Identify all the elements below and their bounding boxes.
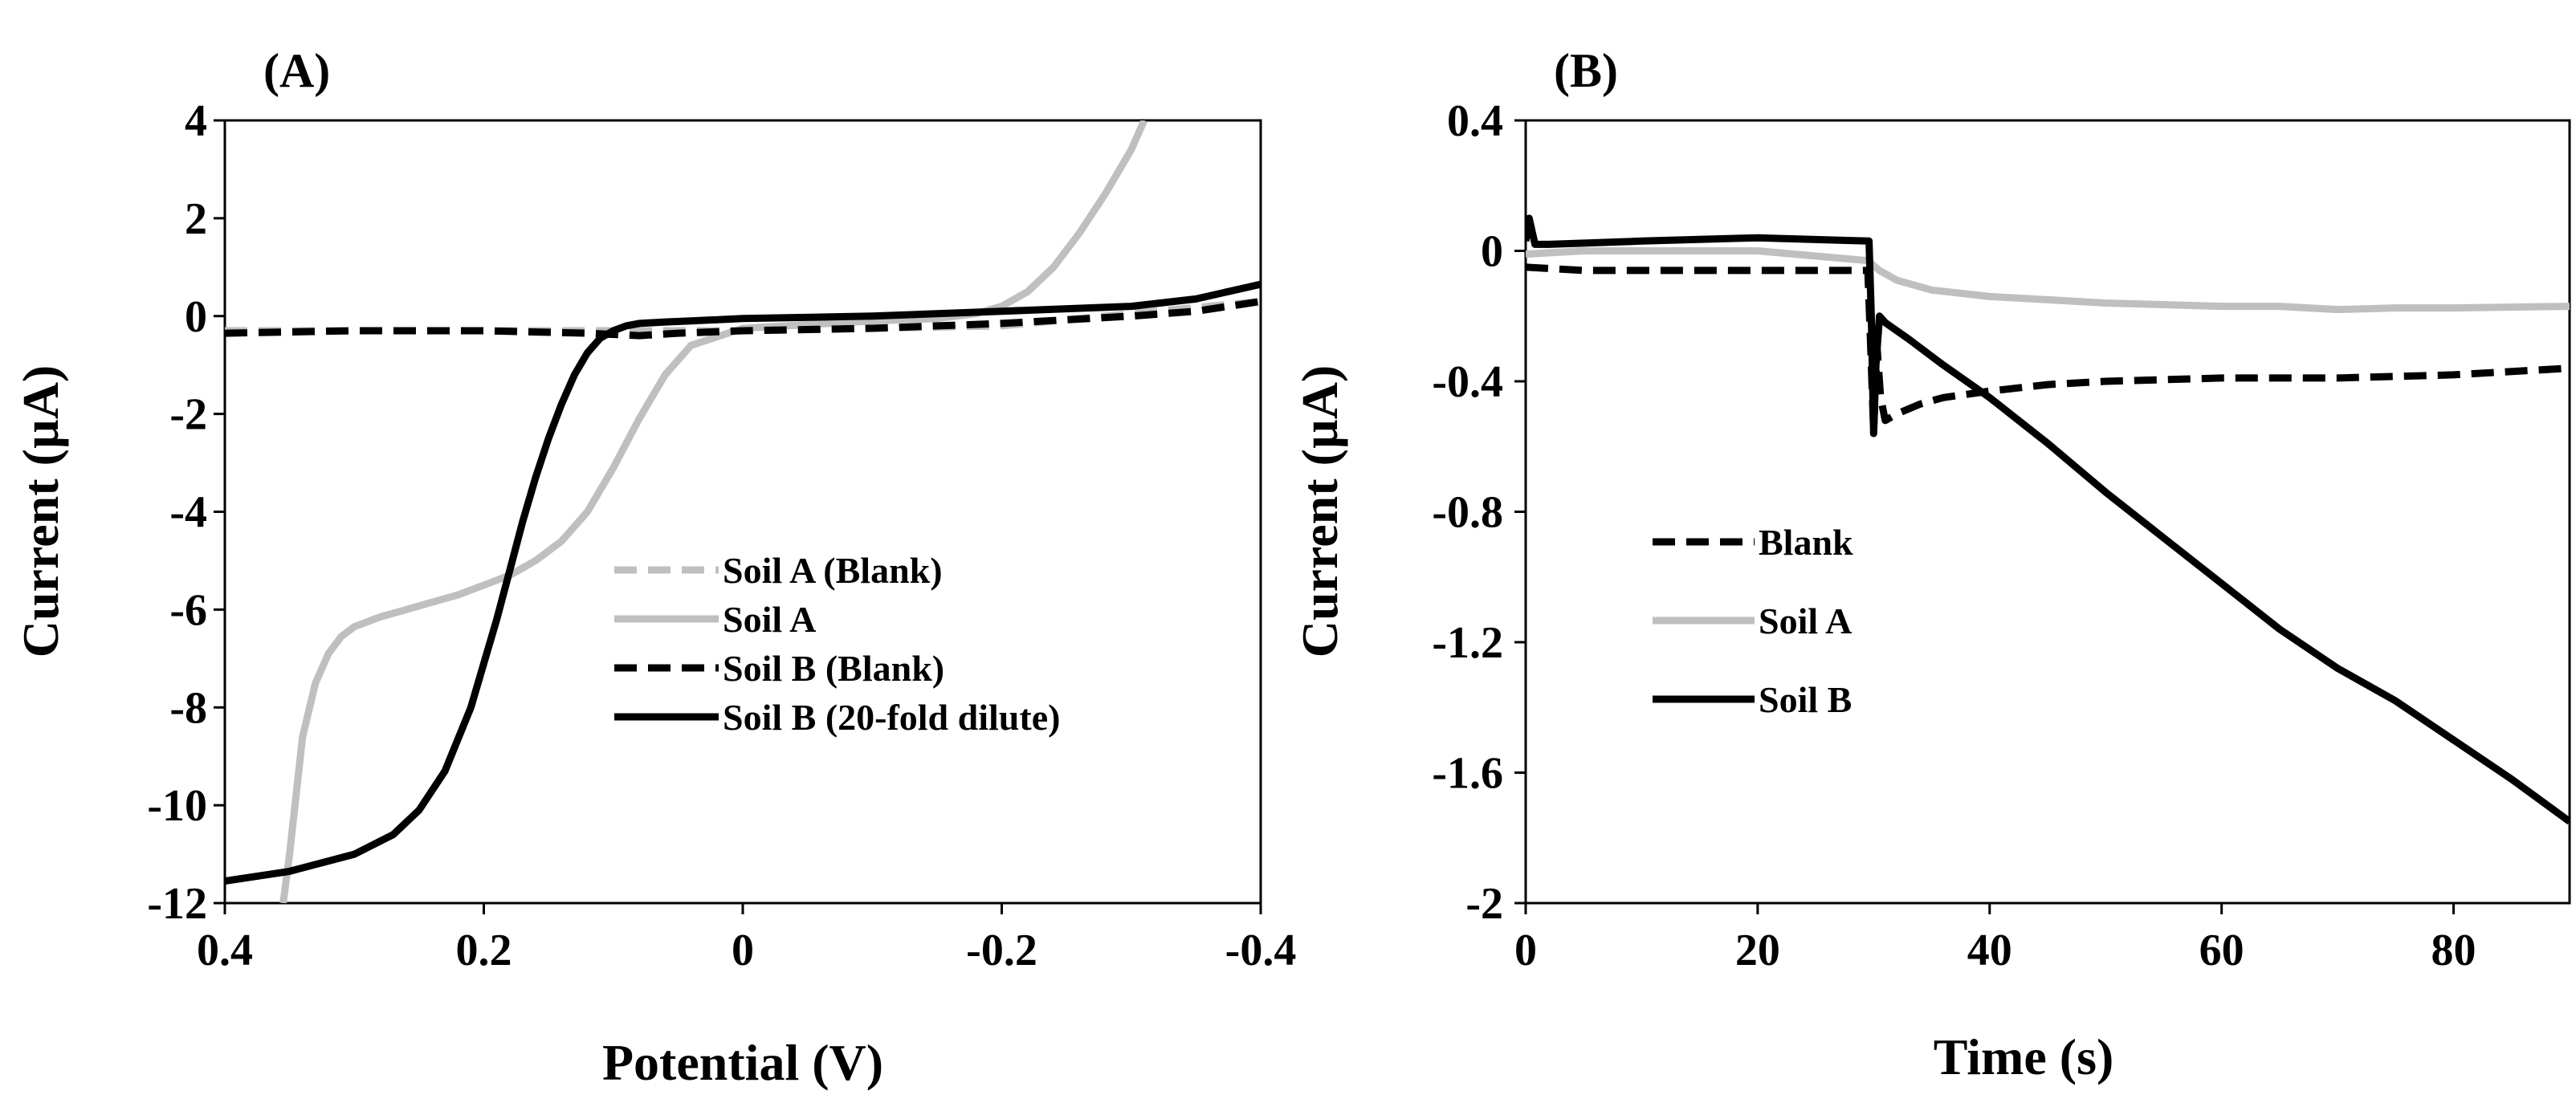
y-tick-label: -8 — [169, 683, 207, 733]
panel-a-x-axis-title: Potential (V) — [602, 1034, 883, 1091]
panel-a-y-ticks: 4 2 0 -2 -4 -6 -8 -10 -12 — [147, 96, 225, 929]
x-tick-label: -0.4 — [1225, 926, 1297, 975]
panel-b-y-ticks: 0.4 0 -0.4 -0.8 -1.2 -1.6 -2 — [1432, 96, 1526, 929]
x-tick-label: 0 — [1514, 926, 1537, 975]
legend-label: Soil A — [1759, 600, 1852, 641]
panel-b-series — [1526, 214, 2570, 825]
y-tick-label: 0.4 — [1447, 96, 1503, 146]
x-tick-label: 40 — [1967, 926, 2012, 975]
x-tick-label: 0.2 — [456, 926, 512, 975]
y-tick-label: -10 — [147, 781, 207, 831]
panel-b-legend: Blank Soil A Soil B — [1653, 522, 1853, 720]
y-tick-label: -2 — [1465, 879, 1503, 929]
legend-label: Blank — [1759, 522, 1853, 563]
series-line-soil-b — [1526, 214, 2570, 825]
legend-label: Soil A (Blank) — [723, 550, 943, 591]
panel-b-x-axis-title: Time (s) — [1934, 1028, 2114, 1085]
series-line-soil-a — [1526, 247, 2570, 314]
x-tick-label: 60 — [2199, 926, 2244, 975]
y-tick-label: -4 — [169, 488, 207, 538]
y-tick-label: 4 — [185, 96, 207, 146]
series-line-blank — [1526, 263, 2570, 434]
panel-a-legend: Soil A (Blank) Soil A Soil B (Blank) Soil B… — [614, 550, 1060, 738]
legend-label: Soil B (20-fold dilute) — [723, 697, 1060, 738]
panel-b-label: (B) — [1554, 44, 1618, 97]
series-line-soil-a — [279, 120, 1148, 903]
x-tick-label: 20 — [1735, 926, 1780, 975]
series-line-soil-b-blank — [225, 298, 1261, 340]
panel-b-y-axis-title: Current (µA) — [1291, 365, 1348, 658]
x-tick-label: -0.2 — [966, 926, 1037, 975]
legend-label: Soil B — [1759, 679, 1852, 720]
panel-b: (B) 0.4 0 -0.4 -0.8 -1.2 -1.6 -2 0 20 40 60 80 Tim… — [1291, 44, 2571, 1085]
panel-a: (A) 4 2 0 -2 -4 -6 -8 -10 -12 0.4 0.2 0 -0.2 -0.4 Po… — [12, 44, 1296, 1091]
y-tick-label: 0 — [1481, 227, 1503, 277]
panel-b-x-ticks: 0 20 40 60 80 — [1514, 903, 2476, 975]
y-tick-label: -0.4 — [1432, 357, 1503, 407]
y-tick-label: -12 — [147, 879, 207, 929]
legend-label: Soil A — [723, 599, 816, 640]
y-tick-label: -6 — [169, 585, 207, 635]
panel-a-y-axis-title: Current (µA) — [12, 365, 69, 658]
y-tick-label: 2 — [185, 194, 207, 244]
panel-a-series — [225, 120, 1261, 903]
panel-a-plot-frame — [223, 119, 1262, 905]
y-tick-label: -2 — [169, 390, 207, 440]
y-tick-label: -0.8 — [1432, 488, 1503, 538]
x-tick-label: 80 — [2431, 926, 2476, 975]
panel-a-x-ticks: 0.4 0.2 0 -0.2 -0.4 — [197, 903, 1296, 975]
legend-label: Soil B (Blank) — [723, 648, 944, 689]
series-line-soil-b-20-fold-dilute — [225, 280, 1261, 885]
panel-a-label: (A) — [263, 44, 330, 97]
x-tick-label: 0.4 — [197, 926, 253, 975]
x-tick-label: 0 — [732, 926, 754, 975]
y-tick-label: 0 — [185, 292, 207, 342]
y-tick-label: -1.2 — [1432, 618, 1503, 668]
y-tick-label: -1.6 — [1432, 749, 1503, 799]
